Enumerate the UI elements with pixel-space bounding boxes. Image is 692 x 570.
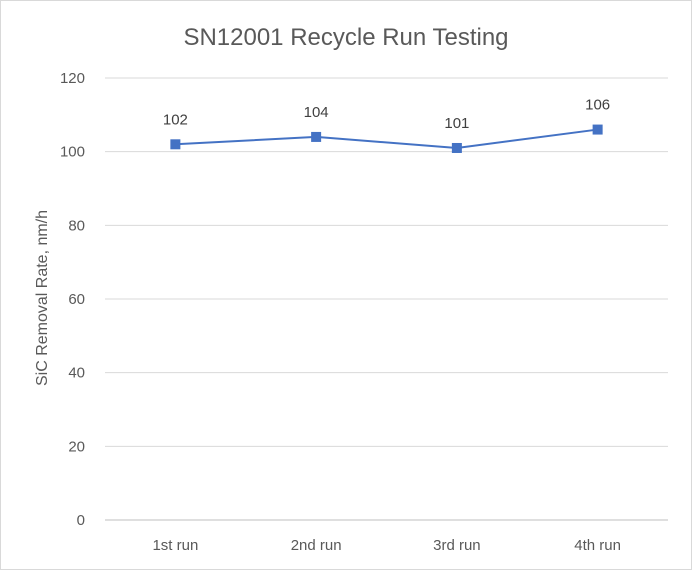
series-line [175, 128, 598, 149]
x-tick-label: 3rd run [433, 537, 481, 554]
y-tick-label: 120 [60, 70, 85, 87]
grid-lines [105, 77, 668, 521]
x-tick-label: 4th run [574, 537, 621, 554]
x-tick-label: 1st run [152, 537, 198, 554]
chart-title: SN12001 Recycle Run Testing [183, 24, 508, 51]
x-tick-label: 2nd run [291, 537, 342, 554]
data-point-marker [592, 124, 603, 135]
y-tick-label: 80 [68, 217, 85, 234]
series-1: 102 104 101 106 [163, 97, 610, 153]
data-label: 104 [304, 104, 329, 121]
y-tick-label: 40 [68, 365, 85, 382]
data-point-marker [170, 139, 181, 150]
data-point-marker [451, 142, 462, 153]
x-tick-labels: 1st run 2nd run 3rd run 4th run [152, 537, 621, 554]
y-tick-label: 60 [68, 291, 85, 308]
data-label: 106 [585, 97, 610, 114]
y-tick-labels: 0 20 40 60 80 100 120 [60, 70, 85, 529]
data-label: 102 [163, 111, 188, 128]
y-tick-label: 100 [60, 144, 85, 161]
y-axis-label: SiC Removal Rate, nm/h [34, 210, 51, 386]
data-label: 101 [444, 115, 469, 132]
data-point-marker [311, 131, 322, 142]
y-tick-label: 20 [68, 438, 85, 455]
y-tick-label: 0 [77, 512, 85, 529]
